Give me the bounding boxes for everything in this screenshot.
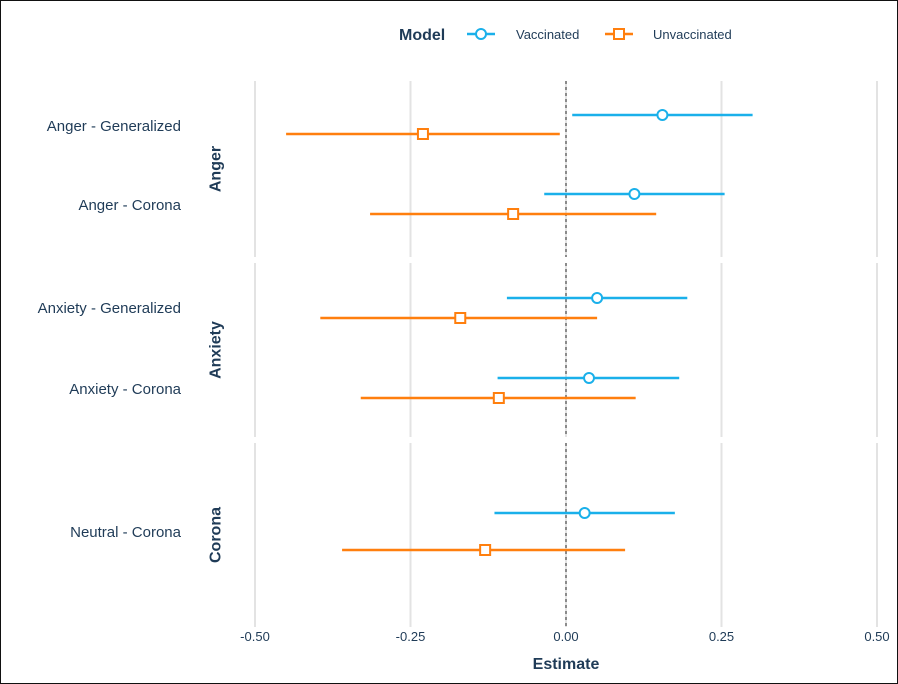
point-unvaccinated (492, 392, 505, 404)
x-tick-label: 0.00 (553, 629, 578, 644)
x-tick-label: -0.50 (240, 629, 270, 644)
x-tick-label: -0.25 (396, 629, 426, 644)
point-unvaccinated (479, 544, 492, 556)
row-label: Anxiety - Corona (69, 381, 181, 398)
point-vaccinated (578, 507, 591, 519)
panel-label: Anxiety (208, 321, 225, 379)
x-axis-title: Estimate (533, 656, 600, 673)
legend-label-vaccinated: Vaccinated (516, 27, 579, 42)
legend-label-unvaccinated: Unvaccinated (653, 27, 732, 42)
point-unvaccinated (454, 312, 467, 324)
point-vaccinated (583, 372, 596, 384)
point-vaccinated (591, 292, 604, 304)
x-tick-label: 0.50 (864, 629, 889, 644)
panel-label: Corona (208, 507, 225, 563)
x-tick-label: 0.25 (709, 629, 734, 644)
legend-title: Model (399, 27, 445, 44)
row-label: Neutral - Corona (70, 524, 182, 541)
panel-label: Anger (208, 146, 225, 192)
row-label: Anger - Corona (78, 197, 181, 214)
point-vaccinated (656, 109, 669, 121)
legend-key-unvaccinated (613, 28, 625, 40)
point-vaccinated (628, 188, 641, 200)
legend-key-vaccinated (475, 28, 487, 40)
point-unvaccinated (416, 128, 429, 140)
row-label: Anger - Generalized (47, 118, 181, 135)
row-label: Anxiety - Generalized (38, 300, 181, 317)
point-unvaccinated (507, 208, 520, 220)
